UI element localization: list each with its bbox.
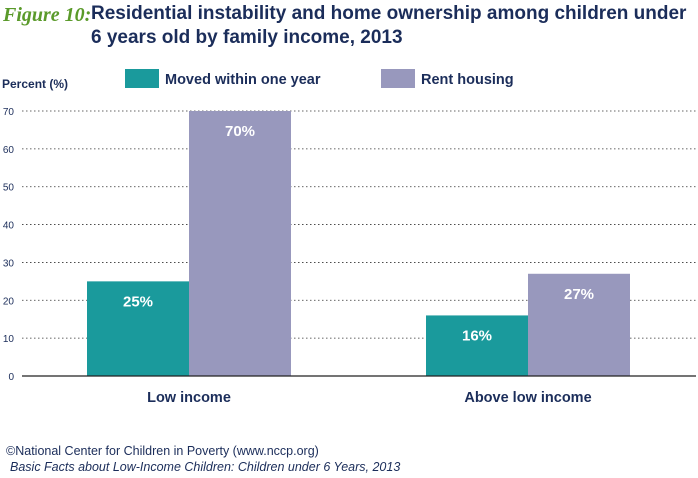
y-tick-label: 40 xyxy=(3,221,15,232)
y-tick-label: 60 xyxy=(3,145,15,156)
bar xyxy=(426,315,528,376)
bar-value-labels: 25% 70% 16% 27% xyxy=(123,123,594,344)
y-tick-label: 0 xyxy=(8,372,14,383)
bar-value-label: 27% xyxy=(564,286,594,303)
x-category-label: Above low income xyxy=(464,390,591,406)
y-tick-label: 20 xyxy=(3,296,15,307)
footer: ©National Center for Children in Poverty… xyxy=(6,443,400,475)
bar xyxy=(189,111,291,376)
bar xyxy=(528,273,630,376)
legend-swatch xyxy=(125,69,159,88)
x-category-labels: Low income Above low income xyxy=(147,390,592,406)
bar-value-label: 70% xyxy=(225,123,255,140)
figure-header: Figure 10: Residential instability and h… xyxy=(3,0,693,60)
figure-label: Figure 10: xyxy=(3,4,92,26)
y-tick-labels: 0 10 20 30 40 50 60 70 xyxy=(3,107,15,383)
bar-value-label: 25% xyxy=(123,293,153,310)
source-citation: Basic Facts about Low-Income Children: C… xyxy=(10,460,401,474)
y-axis-label: Percent (%) xyxy=(2,77,68,91)
chart-title: Residential instability and home ownersh… xyxy=(91,3,687,48)
y-tick-label: 30 xyxy=(3,258,15,269)
x-category-label: Low income xyxy=(147,390,231,406)
bar-value-label: 16% xyxy=(462,327,492,344)
legend-label: Moved within one year xyxy=(165,72,321,88)
y-tick-label: 70 xyxy=(3,107,15,118)
bar xyxy=(87,281,189,376)
legend-swatch xyxy=(381,69,415,88)
bars xyxy=(87,111,630,376)
legend: Moved within one year Rent housing xyxy=(125,69,514,88)
bar-chart: Percent (%) 0 10 20 30 40 50 60 70 25% 70% 16% 27%… xyxy=(2,69,696,406)
legend-label: Rent housing xyxy=(421,72,514,88)
y-tick-label: 50 xyxy=(3,183,15,194)
copyright-credit: ©National Center for Children in Poverty… xyxy=(6,444,319,458)
y-tick-label: 10 xyxy=(3,334,15,345)
